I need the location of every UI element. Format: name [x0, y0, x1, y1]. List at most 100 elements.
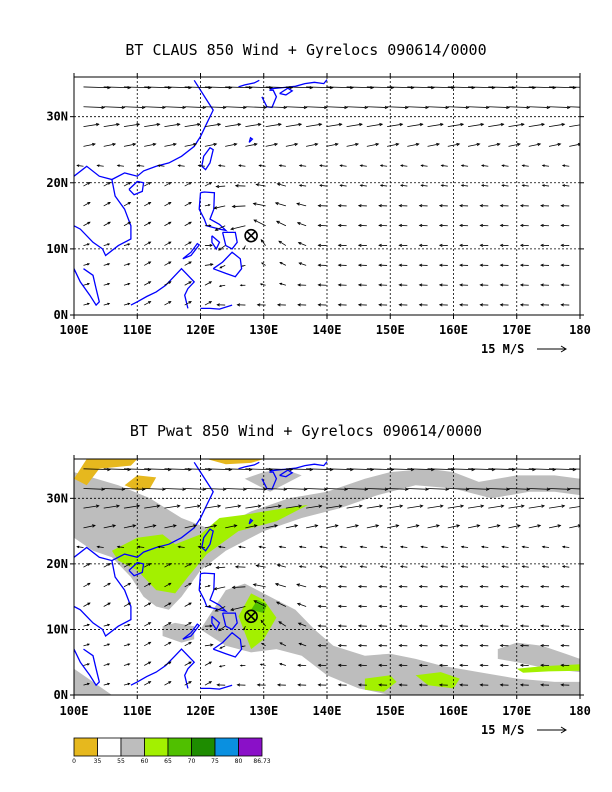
wind-vector — [245, 504, 262, 509]
wind-vector — [499, 263, 509, 267]
wind-vector — [479, 585, 489, 589]
wind-vector — [297, 283, 307, 287]
wind-vector — [387, 524, 400, 529]
wind-vector — [297, 622, 307, 627]
wind-vector — [499, 644, 509, 648]
wind-vector — [548, 105, 571, 110]
pwat-region — [111, 504, 309, 594]
wind-vector — [548, 524, 562, 529]
wind-vector — [103, 282, 111, 286]
wind-vector — [306, 105, 328, 110]
colorbar-label: 35 — [94, 758, 102, 765]
wind-vector — [265, 487, 288, 491]
wind-vector — [366, 487, 389, 491]
wind-vector — [420, 184, 428, 187]
wind-vector — [560, 604, 570, 608]
wind-vector — [214, 225, 226, 231]
wind-vector — [279, 642, 287, 647]
wind-vector — [519, 263, 529, 267]
wind-vector — [260, 619, 266, 627]
wind-vector — [164, 661, 172, 666]
wind-vector — [177, 545, 185, 549]
wind-vector — [83, 504, 100, 509]
wind-vector — [479, 243, 489, 247]
wind-vector — [274, 202, 287, 207]
wind-vector — [359, 565, 367, 568]
wind-vector — [359, 545, 367, 549]
coastline — [201, 146, 214, 171]
wind-vector — [319, 184, 327, 187]
wind-vector — [144, 622, 152, 627]
wind-vector — [317, 683, 327, 687]
wind-vector — [467, 122, 485, 127]
wind-vector — [569, 86, 580, 88]
wind-vector — [438, 223, 448, 228]
wind-vector — [366, 122, 384, 127]
wind-vector — [378, 283, 388, 287]
wind-vector — [379, 565, 388, 568]
wind-vector — [540, 243, 550, 247]
wind-vector — [459, 604, 469, 608]
wind-vector — [379, 184, 388, 187]
wind-vector — [238, 164, 246, 168]
colorbar-swatch — [167, 737, 192, 757]
wind-vector — [83, 682, 90, 686]
wind-vector — [306, 487, 328, 491]
wind-vector — [418, 283, 428, 287]
wind-vector — [296, 602, 307, 607]
x-tick-label: 100E — [60, 323, 89, 337]
wind-vector — [398, 604, 408, 608]
wind-vector — [447, 142, 461, 147]
wind-vector — [528, 504, 545, 509]
wind-vector — [508, 487, 531, 491]
x-tick-label: 130E — [249, 704, 278, 718]
wind-vector — [256, 683, 266, 687]
wind-vector — [399, 545, 408, 549]
wind-vector — [103, 504, 121, 509]
wind-vector — [274, 582, 287, 588]
wind-vector — [359, 184, 367, 187]
wind-vector — [103, 582, 111, 588]
y-tick-label: 30N — [46, 110, 68, 124]
wind-vector — [521, 184, 529, 187]
wind-vector — [528, 487, 551, 491]
wind-vector — [560, 683, 570, 687]
wind-vector — [184, 602, 192, 607]
colorbar-label: 86.73 — [253, 758, 270, 765]
arrow-head-icon — [560, 726, 567, 734]
wind-vector — [569, 506, 580, 509]
wind-vector — [261, 642, 266, 647]
wind-vector — [204, 584, 211, 588]
wind-vector — [164, 524, 177, 529]
wind-vector — [317, 604, 327, 608]
wind-vector — [184, 524, 198, 529]
wind-vector — [123, 602, 132, 607]
wind-vector — [337, 303, 347, 307]
wind-vector — [83, 602, 91, 607]
pwat-region — [74, 668, 112, 695]
wind-vector — [459, 624, 469, 628]
coastline — [182, 623, 201, 640]
wind-vector — [225, 105, 247, 110]
wind-vector — [427, 122, 444, 127]
wind-vector — [259, 663, 266, 666]
wind-vector — [144, 122, 161, 127]
wind-vector — [306, 122, 323, 127]
wind-vector — [407, 504, 424, 509]
wind-vector — [213, 586, 226, 591]
wind-vector — [398, 585, 408, 589]
y-tick-label: 0N — [54, 308, 68, 322]
wind-vector — [440, 164, 448, 168]
wind-vector — [184, 122, 201, 127]
coastline — [238, 79, 260, 88]
colorbar-label: 0 — [72, 758, 76, 765]
wind-vector — [103, 182, 111, 187]
wind-vector — [123, 201, 132, 207]
wind-vector — [447, 524, 461, 529]
wind-vector — [177, 164, 185, 168]
wind-vector — [418, 243, 428, 247]
wind-vector — [103, 487, 126, 491]
wind-vector — [378, 683, 388, 687]
wind-vector — [258, 545, 266, 549]
wind-vector — [285, 504, 303, 509]
